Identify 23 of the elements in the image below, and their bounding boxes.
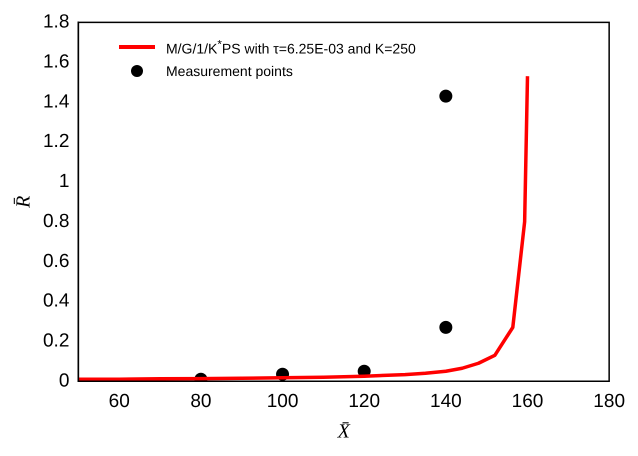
- y-tick-label: 0: [58, 370, 70, 392]
- y-tick-label: 0.6: [42, 250, 70, 272]
- y-tick-label: 1.8: [42, 12, 70, 33]
- x-tick-label: 60: [108, 390, 130, 412]
- x-tick-label: 160: [512, 390, 544, 412]
- x-tick-label: 120: [348, 390, 380, 412]
- y-tick-label: 0.4: [42, 290, 70, 312]
- point: [439, 90, 452, 103]
- y-tick-label: 1.2: [42, 131, 70, 152]
- x-tick-label: 100: [266, 390, 298, 412]
- y-tick-label: 1.6: [42, 52, 70, 72]
- point: [439, 320, 452, 334]
- x-axis-title: X̄: [336, 420, 351, 442]
- legend-label: M/G/1/K$^{*}$PS with τ=6.25E-03 and K=250: [166, 37, 416, 59]
- y-tick-label: 0.8: [42, 210, 70, 232]
- legend-label: Measurement points: [166, 62, 293, 81]
- x-tick-label: 180: [593, 390, 625, 412]
- y-tick-label: 1: [58, 171, 70, 192]
- x-tick-label: 80: [190, 390, 212, 412]
- x-tick-label: 140: [430, 390, 462, 412]
- y-tick-label: 1.4: [42, 91, 70, 112]
- y-tick-label: 0.2: [42, 330, 70, 352]
- y-axis-title: R̄: [12, 196, 34, 209]
